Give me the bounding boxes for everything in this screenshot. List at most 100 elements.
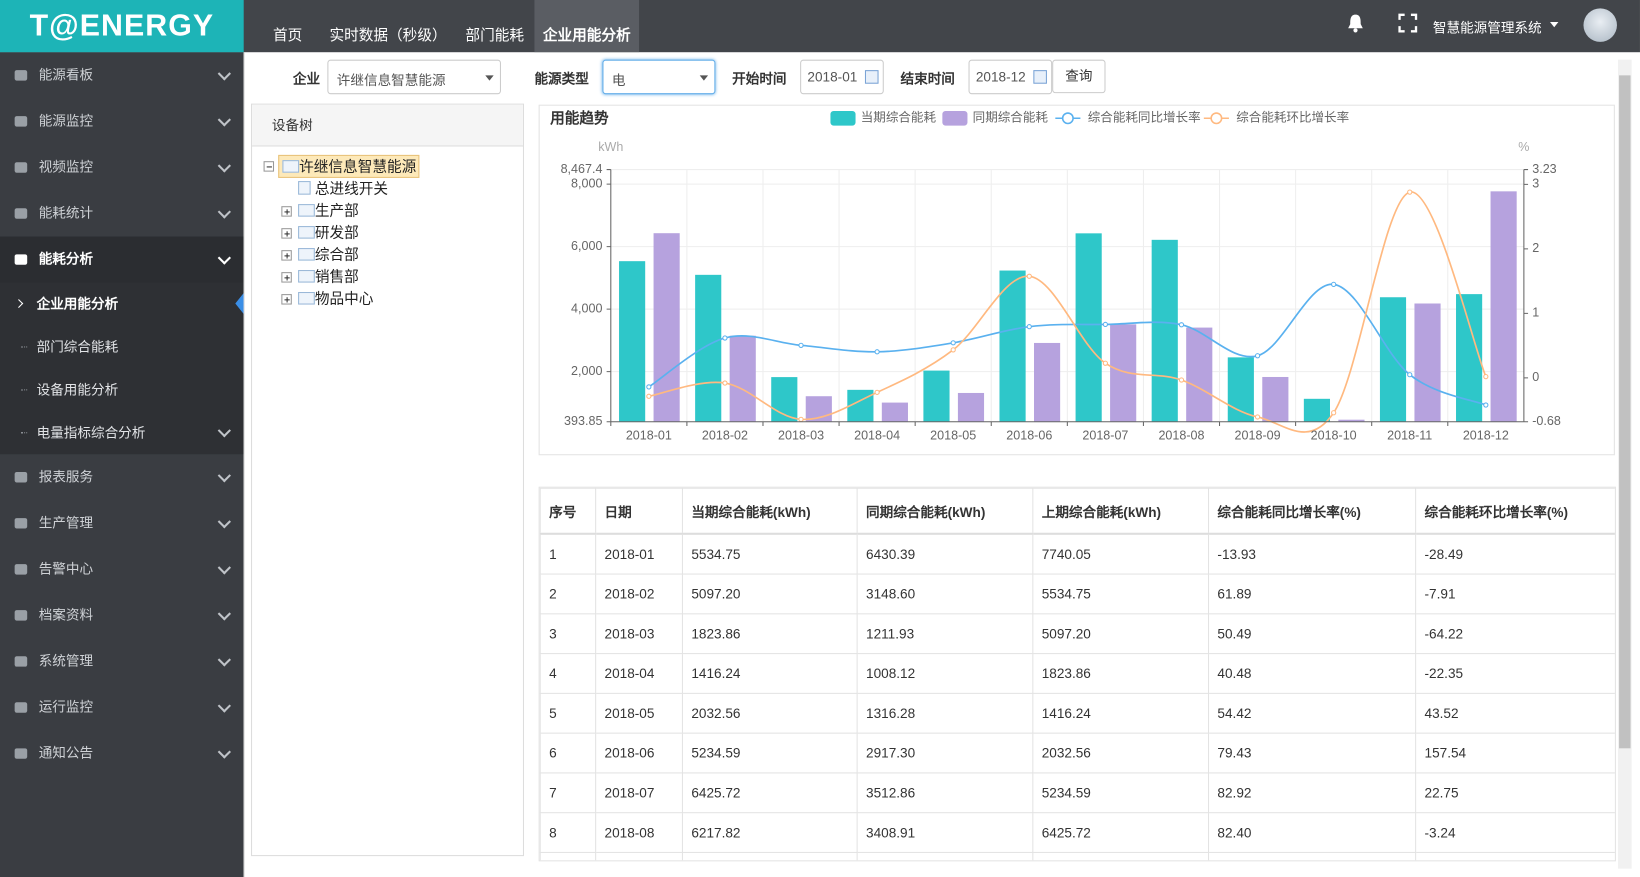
table-cell: 2018-09 [595, 851, 683, 861]
submenu-item[interactable]: 电量指标综合分析 [0, 411, 244, 454]
menu-label: 告警中心 [38, 560, 94, 577]
legend-swatch[interactable] [830, 110, 856, 126]
bar [1186, 327, 1213, 422]
legend-label[interactable]: 同期综合能耗 [973, 111, 1049, 125]
menu-item[interactable]: 档案资料 [0, 592, 244, 638]
nav-tab[interactable]: 首页 [272, 26, 303, 43]
table-panel: 序号 日期 当期综合能耗(kWh) 同期综合能耗(kWh) 上期综合能耗(kWh) 综合能… [538, 486, 1616, 862]
submenu-item[interactable]: 设备用能分析 [0, 368, 244, 411]
y2-tick-label: 3.23 [1532, 162, 1556, 176]
column-header: 综合能耗环比增长率(%) [1415, 487, 1615, 535]
node-label: 总进线开关 [314, 180, 389, 197]
y-tick-label: 6,000 [571, 239, 602, 253]
chevron [217, 159, 232, 173]
fullscreen-icon[interactable] [1398, 13, 1418, 33]
bar [1227, 357, 1254, 422]
line-point [950, 347, 956, 353]
table-cell: 1823.86 [1032, 653, 1210, 694]
y2-axis-label: % [1518, 140, 1529, 154]
column-header: 当期综合能耗(kWh) [681, 487, 858, 535]
table-cell: 1823.86 [681, 613, 858, 655]
menu-item[interactable]: 能耗分析 [0, 236, 244, 283]
table-cell: 6 [539, 732, 597, 774]
user-menu[interactable]: 智慧能源管理系统 [1432, 19, 1542, 36]
expand-box [281, 272, 292, 283]
folder-icon [298, 204, 315, 217]
nav-tab[interactable]: 实时数据（秒级） [329, 26, 447, 43]
bar [1075, 233, 1102, 422]
line-point [874, 349, 880, 355]
end-date-input[interactable]: 2018-12 [968, 59, 1053, 95]
x-tick-label: 2018-11 [1387, 429, 1432, 443]
tree-title: 设备树 [252, 104, 523, 147]
nav-tab[interactable]: 企业用能分析 [534, 0, 640, 53]
table-cell: 1 [539, 533, 597, 575]
company-select[interactable]: 许继信息智慧能源 [327, 59, 501, 95]
tree-node[interactable]: 物品中心 [298, 288, 373, 309]
chevron [217, 424, 232, 438]
y2-tick-label: 3 [1532, 177, 1539, 191]
query-button[interactable]: 查询 [1052, 59, 1106, 94]
menu-label: 能耗分析 [38, 251, 94, 267]
chevron [217, 515, 232, 529]
chevron [217, 113, 232, 127]
menu-item[interactable]: 能源监控 [0, 98, 244, 144]
bar [1151, 239, 1178, 422]
menu-item[interactable]: 运行监控 [0, 684, 244, 730]
start-date-input[interactable]: 2018-01 [800, 59, 884, 95]
tree-node[interactable]: 研发部 [298, 222, 359, 243]
menu-label: 生产管理 [38, 514, 94, 531]
menu-icon [14, 70, 28, 81]
dropdown-arrow [699, 75, 709, 81]
tree-node[interactable]: 总进线开关 [298, 178, 388, 199]
menu-icon [14, 656, 28, 667]
menu-item[interactable]: 生产管理 [0, 500, 244, 546]
legend-label[interactable]: 综合能耗环比增长率 [1236, 110, 1349, 125]
y2-tick-label: 1 [1532, 306, 1539, 320]
input-value: 2018-12 [975, 69, 1026, 85]
menu-item[interactable]: 系统管理 [0, 638, 244, 684]
nav-tab[interactable]: 部门能耗 [465, 26, 524, 43]
menu-item[interactable]: 能源看板 [0, 52, 244, 98]
table-cell: 1416.24 [681, 653, 858, 694]
menu-item[interactable]: 视频监控 [0, 144, 244, 190]
scrollbar-thumb[interactable] [1619, 75, 1631, 749]
submenu-item[interactable]: 部门综合能耗 [0, 325, 244, 368]
legend-swatch[interactable] [942, 110, 968, 126]
menu-item[interactable]: 报表服务 [0, 454, 244, 500]
table-cell: 2018-02 [595, 573, 683, 615]
menu-icon [14, 610, 28, 621]
filter-label: 能源类型 [534, 71, 589, 87]
column-header: 同期综合能耗(kWh) [856, 487, 1034, 535]
table-cell: -60.51 [1415, 851, 1615, 861]
tree-node[interactable]: 综合部 [298, 244, 359, 265]
table-cell: 5 [539, 692, 597, 734]
bell-icon[interactable] [1346, 13, 1365, 34]
select-value: 电 [611, 72, 626, 88]
bar [1379, 297, 1407, 422]
table-cell: 2018-05 [595, 692, 683, 734]
submenu-item[interactable]: 企业用能分析 [0, 283, 244, 326]
menu-item[interactable]: 能耗统计 [0, 190, 244, 236]
menu-item[interactable]: 通知公告 [0, 731, 244, 777]
avatar[interactable] [1583, 8, 1617, 42]
table-cell: 7740.05 [1032, 533, 1210, 575]
table-cell: -64.22 [1415, 613, 1615, 655]
legend-label[interactable]: 当期综合能耗 [861, 111, 937, 125]
bar [653, 233, 680, 422]
menu-icon [14, 254, 28, 265]
legend-label[interactable]: 综合能耗同比增长率 [1088, 110, 1201, 125]
menu-item[interactable]: 告警中心 [0, 546, 244, 592]
tree-node-root[interactable]: 许继信息智慧能源 [278, 154, 420, 178]
tree-node[interactable]: 生产部 [298, 200, 359, 221]
table-cell: 7 [539, 772, 597, 814]
menu-icon [14, 208, 28, 219]
column-header: 日期 [595, 487, 683, 535]
bar [619, 261, 646, 422]
x-tick-label: 2018-03 [778, 429, 824, 443]
line-point [1178, 322, 1185, 328]
tree-node[interactable]: 销售部 [298, 266, 359, 287]
energy-type-select[interactable]: 电 [602, 59, 716, 95]
line-point [798, 416, 804, 422]
